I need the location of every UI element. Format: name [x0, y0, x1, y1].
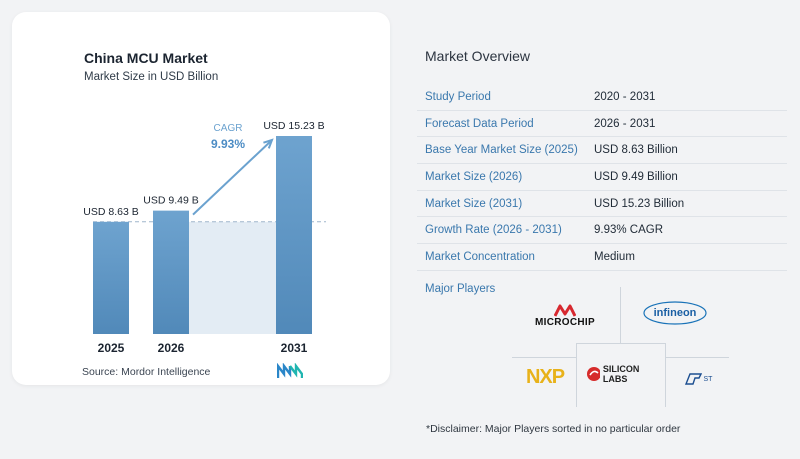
disclaimer-text: *Disclaimer: Major Players sorted in no …	[426, 423, 681, 435]
row-value: 2020 - 2031	[594, 90, 656, 103]
overview-row: Growth Rate (2026 - 2031) 9.93% CAGR	[417, 217, 787, 245]
row-label: Base Year Market Size (2025)	[425, 144, 578, 157]
row-value: 9.93% CAGR	[594, 224, 664, 237]
chart-title: China MCU Market	[84, 50, 208, 66]
cagr-arrow-head	[263, 138, 274, 149]
row-label: Market Size (2026)	[425, 170, 523, 183]
category-label: 2031	[281, 341, 308, 355]
row-value: 2026 - 2031	[594, 117, 656, 130]
st-icon	[684, 373, 702, 385]
row-label: Forecast Data Period	[425, 117, 534, 130]
infineon-swoosh-icon	[643, 301, 707, 325]
overview-row: Study Period 2020 - 2031	[417, 84, 787, 111]
st-logo: ST	[672, 368, 724, 390]
divider	[512, 357, 576, 358]
row-label: Growth Rate (2026 - 2031)	[425, 224, 562, 237]
growth-band	[189, 221, 276, 334]
st-text: ST	[703, 375, 713, 383]
cagr-value: 9.93%	[211, 137, 245, 151]
silicon-labs-icon	[587, 367, 600, 381]
value-label: USD 9.49 B	[143, 195, 198, 207]
category-label: 2026	[158, 341, 185, 355]
bar-2025	[93, 221, 129, 334]
row-value: USD 9.49 Billion	[594, 170, 678, 183]
value-label: USD 8.63 B	[83, 206, 138, 218]
overview-row: Base Year Market Size (2025) USD 8.63 Bi…	[417, 137, 787, 165]
nxp-logo: NXP	[520, 364, 570, 390]
cagr-label: CAGR	[214, 123, 243, 134]
overview-row: Market Size (2031) USD 15.23 Billion	[417, 191, 787, 218]
microchip-text: MICROCHIP	[535, 316, 595, 328]
source-text: Source: Mordor Intelligence	[82, 366, 211, 378]
overview-row: Market Concentration Medium	[417, 244, 787, 271]
row-label: Study Period	[425, 90, 491, 103]
nxp-text: NXP	[525, 365, 565, 388]
overview-row: Forecast Data Period 2026 - 2031	[417, 111, 787, 138]
overview-table: Study Period 2020 - 2031 Forecast Data P…	[417, 84, 787, 271]
infineon-text: infineon	[653, 307, 697, 319]
mordor-logo-icon	[277, 363, 303, 378]
value-label: USD 15.23 B	[263, 120, 324, 132]
bar-chart: USD 8.63 B 2025 USD 9.49 B 2026 USD 15.23 B 2…	[83, 120, 326, 355]
bar-2026	[153, 210, 189, 334]
infineon-logo: infineon	[642, 300, 708, 326]
divider	[665, 357, 729, 358]
microchip-icon	[554, 304, 576, 317]
row-value: USD 15.23 Billion	[594, 197, 685, 210]
row-label: Market Size (2031)	[425, 197, 523, 210]
chart-subtitle: Market Size in USD Billion	[84, 71, 219, 83]
cagr-arrow	[192, 139, 273, 216]
divider	[665, 343, 666, 407]
microchip-logo: MICROCHIP	[525, 296, 605, 334]
bar-2031	[276, 136, 312, 334]
overview-row: Market Size (2026) USD 9.49 Billion	[417, 164, 787, 191]
row-label: Market Concentration	[425, 250, 535, 263]
row-value: USD 8.63 Billion	[594, 144, 678, 157]
divider	[576, 343, 577, 407]
divider	[620, 287, 621, 343]
divider	[576, 343, 666, 344]
category-label: 2025	[98, 341, 125, 355]
silicon-labs-text: SILICON LABS	[602, 364, 640, 384]
silicon-labs-logo: SILICON LABS	[586, 360, 658, 388]
row-value: Medium	[594, 250, 635, 263]
major-players-label: Major Players	[425, 283, 496, 295]
overview-title: Market Overview	[425, 48, 531, 64]
